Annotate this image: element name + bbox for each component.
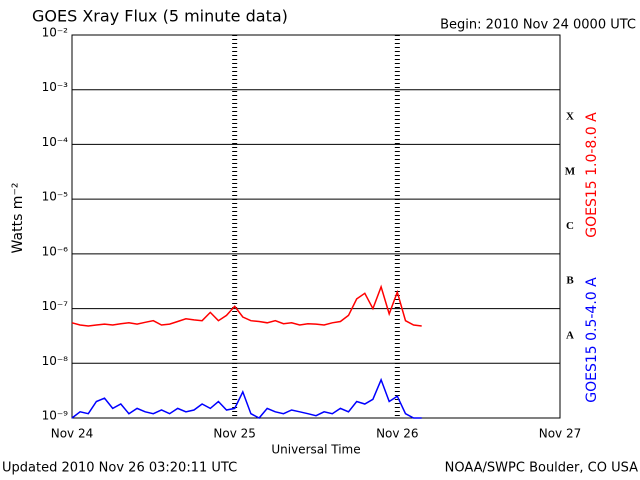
flare-class-label: X xyxy=(566,111,574,123)
x-axis-label: Universal Time xyxy=(271,443,360,457)
y-tick-label: 10⁻⁷ xyxy=(42,299,69,313)
x-tick-label: Nov 24 xyxy=(51,427,94,441)
legend-label: GOES15 1.0-8.0 A xyxy=(584,112,600,238)
y-tick-label: 10⁻⁸ xyxy=(42,354,69,368)
series-line xyxy=(71,377,422,419)
flare-class-label: A xyxy=(566,329,574,341)
x-tick-label: Nov 26 xyxy=(376,427,419,441)
y-tick-label: 10⁻² xyxy=(42,26,69,40)
source-label: NOAA/SWPC Boulder, CO USA xyxy=(445,461,638,476)
y-tick-label: 10⁻⁵ xyxy=(42,190,69,204)
y-axis-label: Watts m⁻² xyxy=(10,183,26,254)
flare-class-label: M xyxy=(565,165,576,177)
y-tick-label: 10⁻⁹ xyxy=(42,409,69,423)
begin-label: Begin: 2010 Nov 24 0000 UTC xyxy=(440,18,636,33)
x-tick-label: Nov 27 xyxy=(539,427,582,441)
x-tick-label: Nov 25 xyxy=(213,427,256,441)
y-tick-label: 10⁻⁶ xyxy=(42,244,69,258)
y-tick-label: 10⁻³ xyxy=(42,80,69,94)
y-tick-label: 10⁻⁴ xyxy=(42,135,69,149)
chart-title: GOES Xray Flux (5 minute data) xyxy=(32,7,288,26)
flare-class-label: B xyxy=(566,275,574,287)
updated-label: Updated 2010 Nov 26 03:20:11 UTC xyxy=(2,461,237,476)
series-line xyxy=(71,284,422,327)
flare-class-label: C xyxy=(566,220,574,232)
legend-label: GOES15 0.5-4.0 A xyxy=(584,277,600,403)
